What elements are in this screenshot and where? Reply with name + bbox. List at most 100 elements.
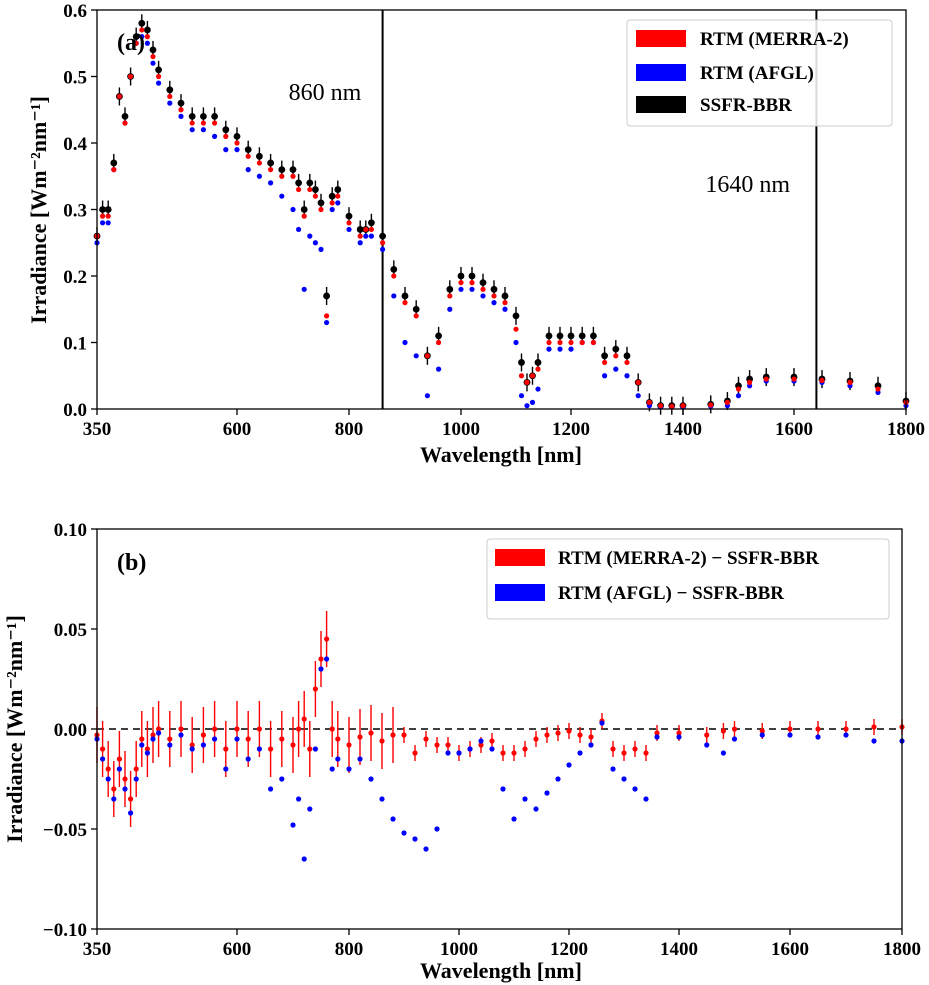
- data-point: [110, 159, 118, 167]
- data-point: [390, 265, 398, 273]
- panel-a-ticks: 350 600 800 1000 1200 1400 1600 1800 0.0 0.1 0.2 0.…: [63, 1, 925, 440]
- data-point: [268, 786, 274, 792]
- data-point: [613, 366, 619, 372]
- data-point: [324, 313, 330, 319]
- data-point: [122, 120, 128, 126]
- data-point: [156, 726, 162, 732]
- data-point: [468, 272, 476, 280]
- data-point: [489, 738, 495, 744]
- data-point: [105, 776, 111, 782]
- data-point: [357, 756, 363, 762]
- data-point: [557, 339, 563, 346]
- data-point: [144, 750, 150, 756]
- data-point: [296, 226, 302, 233]
- data-point: [356, 226, 364, 233]
- data-point: [513, 326, 519, 332]
- data-point: [500, 786, 506, 792]
- data-point: [156, 73, 162, 80]
- data-point: [379, 796, 385, 802]
- data-point: [121, 113, 129, 120]
- data-point: [847, 379, 853, 385]
- data-point: [139, 34, 145, 40]
- data-point: [621, 776, 627, 782]
- x-tick-label: 1200: [550, 939, 588, 960]
- y-tick-label: 0.5: [63, 68, 87, 89]
- data-point: [128, 810, 134, 816]
- data-point: [436, 366, 442, 372]
- data-point: [301, 286, 307, 292]
- data-point: [545, 332, 553, 340]
- data-point: [290, 822, 296, 828]
- data-point: [524, 403, 530, 409]
- data-point: [613, 353, 619, 359]
- data-point: [116, 766, 122, 772]
- data-point: [544, 790, 550, 796]
- data-point: [447, 293, 453, 299]
- legend-swatch-afgl-diff: [495, 584, 545, 601]
- data-point: [295, 179, 302, 187]
- data-point: [402, 339, 408, 346]
- data-point: [329, 206, 335, 213]
- data-point: [212, 726, 218, 732]
- legend-label-merra2: RTM (MERRA-2): [700, 29, 849, 50]
- data-point: [458, 286, 464, 292]
- y-tick-label: 0.0: [63, 400, 87, 421]
- data-point: [346, 742, 352, 748]
- panel-a-marks: [93, 10, 910, 415]
- data-point: [632, 786, 638, 792]
- data-point: [128, 73, 134, 80]
- data-point: [479, 279, 487, 287]
- data-point: [529, 373, 536, 379]
- panel-b-legend-box: [486, 538, 890, 620]
- data-point: [105, 766, 111, 772]
- data-point: [178, 732, 184, 738]
- data-point: [307, 233, 313, 239]
- data-point: [544, 732, 550, 738]
- data-point: [446, 285, 454, 293]
- data-point: [467, 746, 473, 752]
- data-point: [759, 732, 765, 738]
- x-tick-label: 600: [223, 419, 252, 440]
- data-point: [434, 826, 440, 832]
- data-point: [357, 233, 363, 239]
- panel-a-xlabel: Wavelength [nm]: [420, 442, 582, 467]
- data-point: [234, 736, 240, 742]
- data-point: [759, 728, 765, 734]
- data-point: [708, 402, 714, 408]
- data-point: [610, 746, 616, 752]
- data-point: [555, 730, 561, 736]
- data-point: [223, 766, 229, 772]
- data-point: [279, 193, 285, 199]
- data-point: [132, 33, 140, 40]
- data-point: [178, 107, 184, 113]
- data-point: [200, 113, 207, 120]
- data-point: [133, 40, 139, 46]
- data-point: [234, 726, 240, 732]
- y-tick-label: 0.4: [63, 134, 87, 155]
- data-point: [144, 40, 150, 46]
- data-point: [100, 220, 106, 226]
- data-point: [412, 305, 420, 313]
- data-point: [167, 736, 173, 742]
- data-point: [368, 730, 374, 736]
- data-point: [791, 376, 797, 382]
- x-tick-label: 350: [83, 939, 112, 960]
- data-point: [478, 742, 484, 748]
- x-tick-label: 1200: [552, 419, 590, 440]
- x-tick-label: 1600: [775, 419, 813, 440]
- data-point: [307, 186, 313, 193]
- data-point: [334, 186, 342, 193]
- data-point: [200, 127, 206, 133]
- data-point: [819, 377, 825, 384]
- data-point: [156, 730, 162, 736]
- data-point: [875, 386, 881, 392]
- data-point: [150, 736, 156, 742]
- data-point: [290, 742, 296, 748]
- data-point: [357, 734, 363, 740]
- data-point: [100, 756, 106, 762]
- data-point: [413, 353, 419, 359]
- data-point: [731, 726, 738, 732]
- data-point: [447, 306, 453, 312]
- data-point: [357, 240, 363, 246]
- data-point: [307, 806, 313, 812]
